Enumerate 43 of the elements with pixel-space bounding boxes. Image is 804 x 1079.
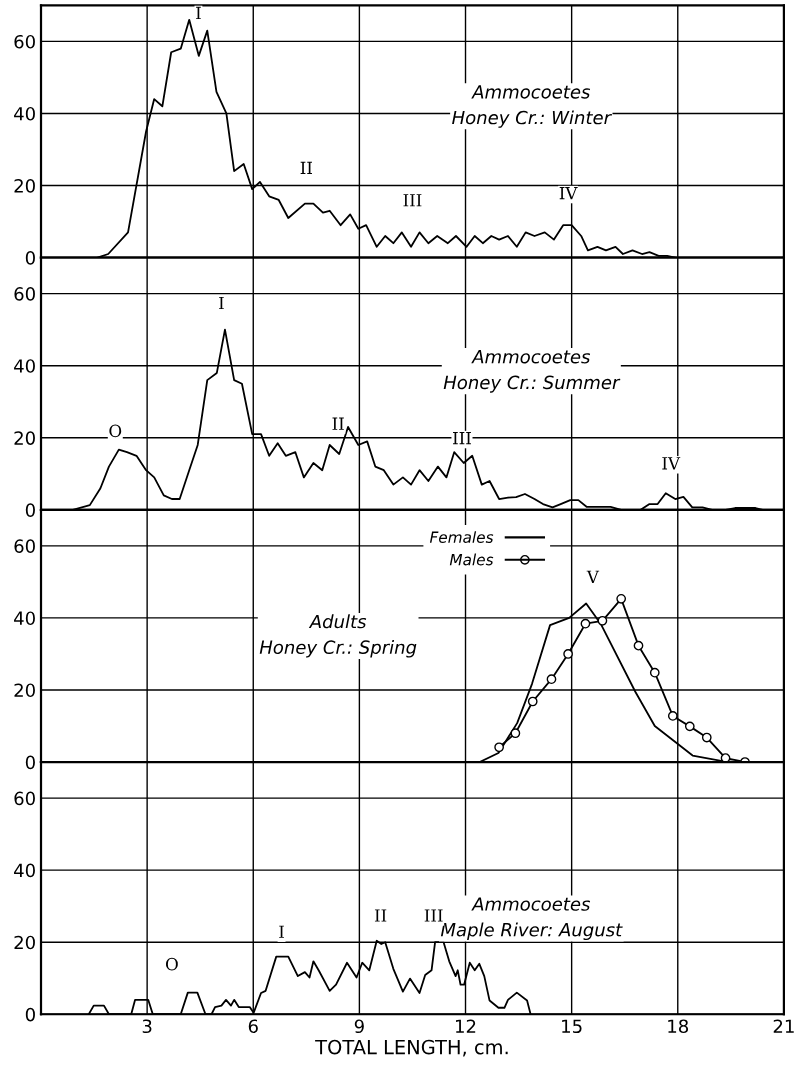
annotation: II xyxy=(300,161,312,174)
annotation: IV xyxy=(559,187,578,200)
text: Adults Honey Cr.: Spring xyxy=(259,614,417,658)
y-tick-label: 20 xyxy=(14,683,35,698)
annotation: O xyxy=(109,424,122,438)
y-tick-label: 60 xyxy=(14,287,35,301)
x-axis-title: TOTAL LENGTH, cm. xyxy=(315,1039,508,1057)
y-tick-label: 60 xyxy=(14,34,35,49)
annotation: O xyxy=(166,957,178,971)
annotation: II xyxy=(374,909,387,922)
y-tick-label: 0 xyxy=(25,503,35,517)
y-tick-label: 20 xyxy=(14,179,35,193)
y-tick-label: 60 xyxy=(14,539,35,553)
annotation: IV xyxy=(662,457,681,470)
x-tick-label: 12 xyxy=(456,1019,476,1033)
y-tick-label: 40 xyxy=(14,359,35,373)
y-tick-label: 40 xyxy=(14,863,35,878)
annotation: I xyxy=(219,296,224,310)
x-tick-label: 15 xyxy=(562,1019,582,1034)
x-tick-label: 9 xyxy=(354,1019,364,1034)
y-tick-label: 40 xyxy=(14,611,35,626)
annotation: I xyxy=(196,6,201,19)
annotation: III xyxy=(403,194,422,207)
y-tick-label: 60 xyxy=(14,791,35,806)
y-tick-label: 20 xyxy=(14,935,35,950)
annotation: II xyxy=(332,417,344,430)
x-tick-label: 6 xyxy=(248,1019,258,1034)
y-tick-label: 0 xyxy=(25,251,35,265)
y-tick-label: 40 xyxy=(14,106,35,121)
x-tick-label: 18 xyxy=(668,1019,689,1034)
text: Ammocoetes Honey Cr.: Summer xyxy=(443,350,621,393)
x-tick-label: 3 xyxy=(142,1019,152,1034)
y-tick-label: 0 xyxy=(25,755,35,770)
text: Ammocoetes Honey Cr.: Winter xyxy=(452,85,612,128)
x-tick-label: 21 xyxy=(773,1019,794,1033)
y-tick-label: 0 xyxy=(25,1007,35,1022)
legend-label: Females xyxy=(429,531,494,543)
annotation: III xyxy=(453,432,471,445)
annotation: III xyxy=(424,909,443,922)
annotation: V xyxy=(586,570,600,583)
legend-label: Males xyxy=(449,553,494,566)
annotation: I xyxy=(279,925,284,938)
y-tick-label: 20 xyxy=(14,431,35,445)
